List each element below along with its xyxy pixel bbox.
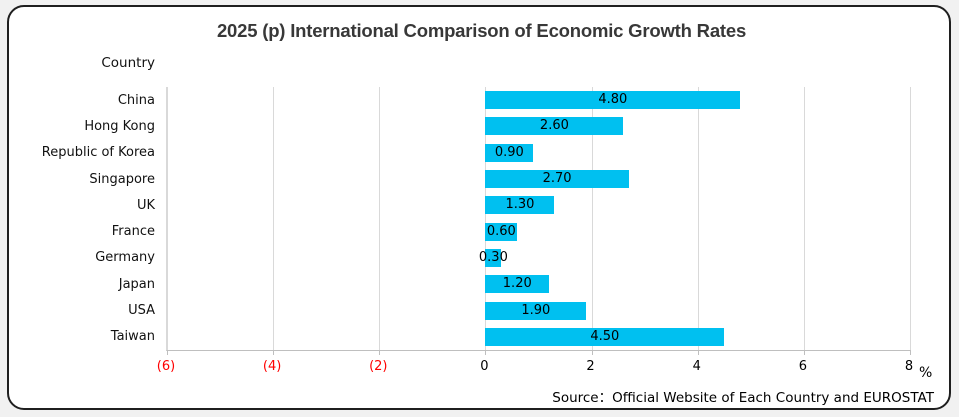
category-label: UK xyxy=(136,197,155,213)
category-label: Japan xyxy=(118,276,155,292)
source-note: Source：Official Website of Each Country … xyxy=(552,390,934,406)
data-label: 2.60 xyxy=(539,118,569,134)
data-bar xyxy=(485,196,555,215)
axis-tick-mark xyxy=(485,350,487,355)
axis-tick-mark xyxy=(379,350,381,355)
gridline xyxy=(910,87,911,350)
data-label: 0.30 xyxy=(478,249,508,265)
data-bar xyxy=(485,222,518,241)
data-label: 4.50 xyxy=(590,328,620,344)
x-axis-tick-label: 8 xyxy=(904,359,914,374)
category-label: Germany xyxy=(95,250,155,266)
gridline xyxy=(273,87,275,350)
x-axis-tick-label: 6 xyxy=(798,359,807,374)
axis-tick-mark xyxy=(273,350,275,355)
category-label: Taiwan xyxy=(110,329,155,345)
category-label: China xyxy=(117,92,155,108)
plot-area: 4.80 2.60 0.90 2.70 1.30 0.60 0.30 1.20 1.90 4.50 xyxy=(166,87,911,355)
axis-tick-mark xyxy=(803,350,805,355)
gridline xyxy=(591,87,593,350)
gridline xyxy=(803,87,805,350)
x-axis-tick-label: 0 xyxy=(480,359,489,374)
gridline xyxy=(379,87,381,350)
axis-tick-mark xyxy=(167,350,168,355)
data-bar xyxy=(485,301,587,320)
x-axis-tick-label: (2) xyxy=(369,359,388,374)
gridline xyxy=(697,87,699,350)
category-label: France xyxy=(111,224,155,240)
chart-title: 2025 (p) International Comparison of Eco… xyxy=(216,20,747,41)
gridline xyxy=(485,87,487,350)
data-bar xyxy=(485,275,550,294)
data-bar xyxy=(485,91,741,110)
category-label: Republic of Korea xyxy=(41,145,155,161)
axis-tick-mark xyxy=(910,350,911,355)
x-axis-tick-label: (6) xyxy=(156,359,176,374)
data-label: 1.90 xyxy=(521,302,551,318)
data-bar xyxy=(485,143,534,162)
x-axis-tick-label: 2 xyxy=(586,359,595,374)
data-bar xyxy=(485,117,624,136)
data-label: 2.70 xyxy=(542,171,572,187)
data-label: 1.20 xyxy=(502,276,532,292)
category-label: Singapore xyxy=(89,171,155,187)
data-label: 4.80 xyxy=(598,92,628,108)
category-label: USA xyxy=(128,303,155,319)
gridline xyxy=(167,87,168,350)
category-label: Hong Kong xyxy=(84,118,155,134)
y-axis-title: Country xyxy=(101,55,155,71)
x-axis-tick-label: 4 xyxy=(692,359,701,374)
axis-tick-mark xyxy=(591,350,593,355)
x-axis-unit-label: % xyxy=(919,365,933,381)
data-bar xyxy=(485,248,502,267)
axis-tick-mark xyxy=(697,350,699,355)
data-bar xyxy=(485,170,629,189)
data-label: 0.90 xyxy=(494,144,524,160)
data-label: 1.30 xyxy=(505,197,535,213)
x-axis-tick-label: (4) xyxy=(262,359,282,374)
data-label: 0.60 xyxy=(486,223,516,239)
data-bar xyxy=(485,327,725,346)
chart-card: 2025 (p) International Comparison of Eco… xyxy=(7,5,951,410)
